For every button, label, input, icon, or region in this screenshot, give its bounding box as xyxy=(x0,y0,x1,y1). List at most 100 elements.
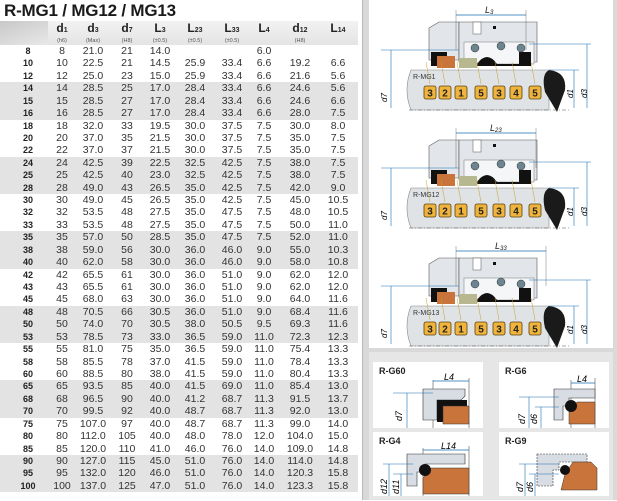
row-size-label: 38 xyxy=(22,244,33,255)
table-cell: 49.0 xyxy=(82,194,104,207)
table-cell: 53.5 xyxy=(82,206,104,219)
d12-label: d12 xyxy=(379,479,389,494)
o-ring xyxy=(516,279,526,289)
face-ring xyxy=(459,176,477,186)
table-cell: 10 xyxy=(56,57,68,70)
table-cell: 78.0 xyxy=(221,430,243,443)
table-cell: 27.5 xyxy=(149,206,171,219)
table-cell: 85 xyxy=(121,380,133,393)
table-cell: 65.5 xyxy=(82,281,104,294)
table-cell: 40 xyxy=(56,256,68,269)
table-cell: 9.0 xyxy=(330,181,346,194)
row-size-label: 24 xyxy=(22,157,33,168)
table-cell: 110 xyxy=(118,442,136,455)
table-row: 38 38 59.0 56 30.0 36.0 46.0 9.0 55.0 10.3 xyxy=(0,243,358,257)
table-cell: 80 xyxy=(56,430,68,443)
table-row: 10 10 22.5 21 14.5 25.9 33.4 6.6 19.2 6.6 xyxy=(0,57,358,69)
table-cell: 51.0 xyxy=(184,479,206,492)
table-row: 100 100 137.0 125 47.0 51.0 76.0 14.0 123.3 15.8 xyxy=(0,479,358,493)
table-row: 90 90 127.0 115 45.0 51.0 76.0 14.0 114.0 14.8 xyxy=(0,454,358,468)
part-number-badge xyxy=(474,203,488,218)
table-cell: 30.0 xyxy=(149,293,171,306)
table-cell: 30.0 xyxy=(149,281,171,294)
table-cell: 28.4 xyxy=(184,107,206,120)
table-cell: 21.5 xyxy=(149,144,171,157)
row-size-label: 65 xyxy=(22,381,33,392)
table-cell: 30.0 xyxy=(149,268,171,281)
column-header: L33 (±0.5) xyxy=(224,21,240,44)
table-cell: 25 xyxy=(121,82,133,95)
table-cell: 11.6 xyxy=(328,318,348,331)
table-cell: 48.0 xyxy=(289,206,311,219)
table-cell: 15 xyxy=(56,94,68,107)
table-cell: 9.0 xyxy=(256,268,272,281)
column-header: L4 xyxy=(258,21,270,35)
row-size-label: 43 xyxy=(22,282,33,293)
table-cell: 17.0 xyxy=(149,94,171,107)
pin xyxy=(493,144,496,147)
table-cell: 38 xyxy=(56,243,68,256)
table-cell: 90 xyxy=(121,392,133,405)
table-cell: 51.0 xyxy=(184,467,206,480)
part-number-badge xyxy=(492,203,506,218)
table-cell: 52.0 xyxy=(289,231,311,244)
table-row: 68 68 96.5 90 40.0 41.2 68.7 11.3 91.5 13.7 xyxy=(0,392,358,406)
table-cell: 13.3 xyxy=(327,355,349,368)
shaft-cone xyxy=(543,70,566,112)
table-cell: 12 xyxy=(56,69,68,82)
table-cell: 125 xyxy=(118,479,136,492)
table-cell: 24.6 xyxy=(289,82,311,95)
table-cell: 36.5 xyxy=(184,343,206,356)
table-cell: 37.5 xyxy=(221,144,243,157)
part-number: 5 xyxy=(478,325,484,336)
table-cell: 33 xyxy=(56,218,68,231)
table-cell: 14.0 xyxy=(253,442,275,455)
table-cell: 6.6 xyxy=(256,107,272,120)
table-row: 60 60 88.5 80 38.0 41.5 59.0 11.0 80.4 13.3 xyxy=(0,368,358,380)
table-cell: 32.5 xyxy=(184,156,206,169)
row-size-label: 45 xyxy=(22,294,33,305)
row-size-label: 40 xyxy=(22,257,33,268)
row-size-label: 10 xyxy=(22,58,33,69)
table-cell: 12.0 xyxy=(253,430,275,443)
row-size-label: 85 xyxy=(22,443,33,454)
table-cell: 24.6 xyxy=(289,94,311,107)
row-size-label: 33 xyxy=(22,219,33,230)
table-cell: 43 xyxy=(56,281,68,294)
table-cell: 6.6 xyxy=(256,57,272,70)
table-cell: 14.0 xyxy=(253,467,275,480)
table-row: 45 45 68.0 63 30.0 36.0 51.0 9.0 64.0 11.6 xyxy=(0,293,358,305)
table-cell: 7.5 xyxy=(330,156,346,169)
bellows xyxy=(477,288,531,302)
table-cell: 112.0 xyxy=(80,430,106,443)
d1-label: d1 xyxy=(566,89,575,98)
table-cell: 7.5 xyxy=(256,231,272,244)
table-cell: 30 xyxy=(56,194,68,207)
table-cell: 14.8 xyxy=(327,442,349,455)
part-number: 3 xyxy=(427,207,433,218)
table-cell: 42.0 xyxy=(289,181,311,194)
table-cell: 15.8 xyxy=(327,479,349,492)
d7-label: d7 xyxy=(380,211,389,220)
table-cell: 14.0 xyxy=(149,45,171,57)
table-cell: 90 xyxy=(56,454,68,467)
table-cell: 36.0 xyxy=(184,268,206,281)
table-cell: 11.6 xyxy=(328,293,348,306)
table-cell: 9.0 xyxy=(256,293,272,306)
table-cell: 6.6 xyxy=(330,94,346,107)
part-number: 4 xyxy=(513,89,519,100)
table-cell: 14.0 xyxy=(327,417,349,430)
table-cell: 46.0 xyxy=(149,467,171,480)
table-cell: 36.5 xyxy=(184,330,206,343)
table-cell: 6.0 xyxy=(256,45,272,57)
table-cell: 51.0 xyxy=(184,454,206,467)
o-ring xyxy=(496,277,506,287)
row-size-label: 30 xyxy=(22,195,33,206)
table-cell: 15.0 xyxy=(149,69,171,82)
table-cell: 48.0 xyxy=(184,430,206,443)
table-cell: 22 xyxy=(56,144,68,157)
table-cell: 25.9 xyxy=(184,57,206,70)
table-cell: 14 xyxy=(56,82,68,95)
row-size-label: 12 xyxy=(22,70,33,81)
table-cell: 38.0 xyxy=(149,367,171,380)
